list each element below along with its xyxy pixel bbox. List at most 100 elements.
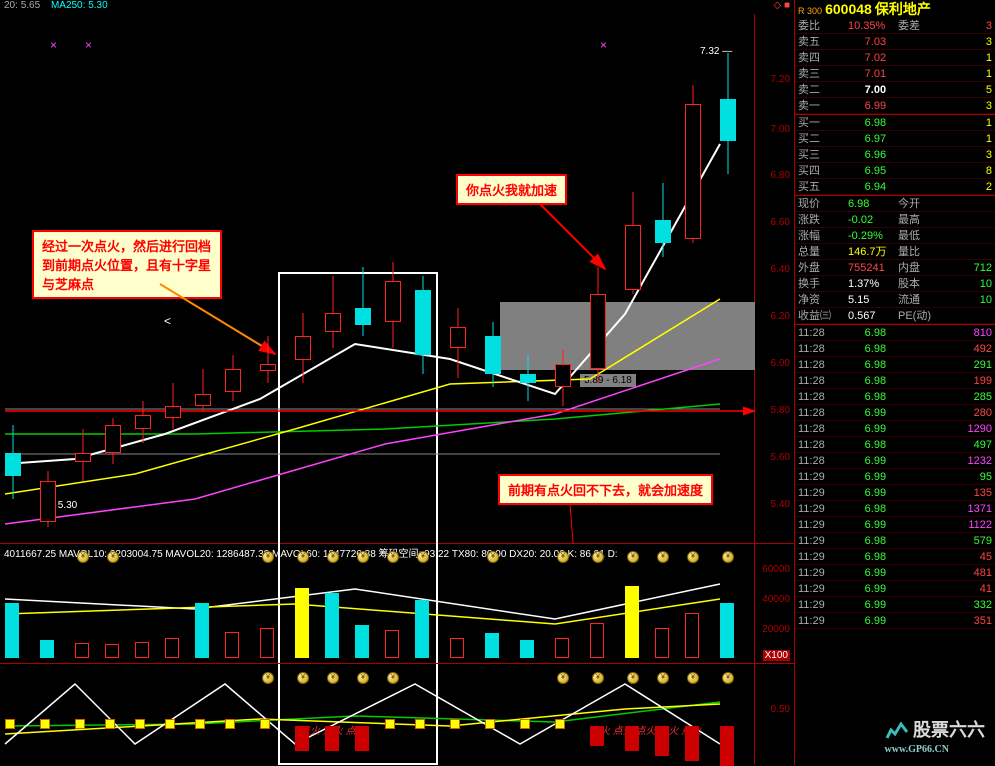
volume-bar[interactable] xyxy=(75,643,89,658)
volume-bar[interactable] xyxy=(40,640,54,658)
volume-bar[interactable] xyxy=(295,588,309,658)
indicator-chart[interactable]: 0.50 点火 点火 点火 点火 点火 点火 点火 点火 ¥¥¥¥¥¥¥¥¥¥¥ xyxy=(0,664,794,764)
coin-icon: ¥ xyxy=(487,551,499,563)
volume-bar[interactable] xyxy=(485,633,499,658)
volume-bar[interactable] xyxy=(520,640,534,658)
candle[interactable] xyxy=(415,276,431,374)
indicator-marker xyxy=(415,719,425,729)
indicator-bar[interactable] xyxy=(655,726,669,756)
candle[interactable] xyxy=(5,425,21,499)
volume-bar[interactable] xyxy=(325,593,339,658)
candle[interactable] xyxy=(625,192,641,294)
indicator-bar[interactable] xyxy=(685,726,699,761)
candle[interactable] xyxy=(520,355,536,402)
quote-row: 总量146.7万量比 xyxy=(795,244,995,260)
volume-bar[interactable] xyxy=(355,625,369,658)
tick-row[interactable]: 11:286.99280 xyxy=(795,405,995,421)
ask-row[interactable]: 卖一6.993 xyxy=(795,98,995,114)
tick-row[interactable]: 11:296.981371 xyxy=(795,501,995,517)
coin-icon: ¥ xyxy=(357,551,369,563)
volume-bar[interactable] xyxy=(165,638,179,658)
tick-row[interactable]: 11:286.98497 xyxy=(795,437,995,453)
magenta-x-3: × xyxy=(600,38,607,52)
ma20-val: 5.65 xyxy=(21,0,40,11)
candle[interactable] xyxy=(75,429,91,480)
candle[interactable] xyxy=(590,267,606,383)
indicator-marker xyxy=(520,719,530,729)
candle[interactable] xyxy=(655,183,671,257)
tick-row[interactable]: 11:296.99481 xyxy=(795,565,995,581)
candle[interactable] xyxy=(105,418,121,465)
volume-bar[interactable] xyxy=(555,638,569,658)
candle[interactable] xyxy=(325,276,341,348)
bid-row[interactable]: 买二6.971 xyxy=(795,131,995,147)
coin-icon: ¥ xyxy=(557,672,569,684)
volume-bar[interactable] xyxy=(685,613,699,658)
indicator-bar[interactable] xyxy=(325,726,339,751)
candle[interactable] xyxy=(40,471,56,527)
ask-row[interactable]: 卖四7.021 xyxy=(795,50,995,66)
volume-bar[interactable] xyxy=(195,603,209,658)
indicator-bar[interactable] xyxy=(625,726,639,751)
volume-bar[interactable] xyxy=(415,600,429,658)
ask-row[interactable]: 卖二7.005 xyxy=(795,82,995,98)
tick-row[interactable]: 11:296.9845 xyxy=(795,549,995,565)
tick-row[interactable]: 11:296.98579 xyxy=(795,533,995,549)
tick-row[interactable]: 11:296.9995 xyxy=(795,469,995,485)
volume-bar[interactable] xyxy=(590,623,604,658)
tick-row[interactable]: 11:296.99135 xyxy=(795,485,995,501)
tick-row[interactable]: 11:286.98492 xyxy=(795,341,995,357)
volume-bar[interactable] xyxy=(385,630,399,658)
tick-row[interactable]: 11:286.98199 xyxy=(795,373,995,389)
volume-bar[interactable] xyxy=(135,642,149,658)
indicator-bar[interactable] xyxy=(355,726,369,751)
candle[interactable] xyxy=(485,322,501,387)
candle[interactable] xyxy=(225,355,241,402)
tick-row[interactable]: 11:286.991290 xyxy=(795,421,995,437)
tick-row[interactable]: 11:286.98291 xyxy=(795,357,995,373)
annotation-1: 经过一次点火，然后进行回档到前期点火位置，且有十字星与芝麻点 xyxy=(32,230,222,299)
volume-bar[interactable] xyxy=(655,628,669,658)
ask-row[interactable]: 卖三7.011 xyxy=(795,66,995,82)
candle[interactable] xyxy=(385,262,401,348)
tick-row[interactable]: 11:296.99351 xyxy=(795,613,995,629)
candle[interactable] xyxy=(295,313,311,383)
volume-bar[interactable] xyxy=(450,638,464,658)
candle[interactable] xyxy=(195,369,211,411)
indicator-bar[interactable] xyxy=(720,726,734,766)
volume-bar[interactable] xyxy=(105,644,119,658)
volume-bar[interactable] xyxy=(260,628,274,658)
tick-row[interactable]: 11:286.991232 xyxy=(795,453,995,469)
tick-row[interactable]: 11:286.98285 xyxy=(795,389,995,405)
tick-row[interactable]: 11:286.98810 xyxy=(795,325,995,341)
tick-row[interactable]: 11:296.9941 xyxy=(795,581,995,597)
candle[interactable] xyxy=(355,267,371,337)
indicator-bar[interactable] xyxy=(590,726,604,746)
coin-icon: ¥ xyxy=(297,551,309,563)
coin-icon: ¥ xyxy=(627,672,639,684)
volume-bar[interactable] xyxy=(720,603,734,658)
coin-icon: ¥ xyxy=(387,551,399,563)
tick-row[interactable]: 11:296.991122 xyxy=(795,517,995,533)
bid-row[interactable]: 买三6.963 xyxy=(795,147,995,163)
candle[interactable] xyxy=(685,85,701,243)
volume-bar[interactable] xyxy=(625,586,639,658)
indicator-bar[interactable] xyxy=(295,726,309,751)
stock-title[interactable]: R 300 600048 保利地产 xyxy=(795,0,995,18)
candle[interactable] xyxy=(555,350,571,406)
bid-row[interactable]: 买四6.958 xyxy=(795,163,995,179)
candle[interactable] xyxy=(165,383,181,430)
candle[interactable] xyxy=(260,336,276,383)
candle[interactable] xyxy=(450,308,466,378)
volume-bar[interactable] xyxy=(225,632,239,658)
tick-row[interactable]: 11:296.99332 xyxy=(795,597,995,613)
ask-row[interactable]: 卖五7.033 xyxy=(795,34,995,50)
candle[interactable] xyxy=(135,401,151,443)
volume-bar[interactable] xyxy=(5,603,19,658)
bid-row[interactable]: 买一6.981 xyxy=(795,115,995,131)
candlestick-chart[interactable]: 7.207.006.806.606.406.206.005.805.605.40… xyxy=(0,14,794,544)
volume-chart[interactable]: 4011667.25 MAVOL10: 3203004.75 MAVOL20: … xyxy=(0,544,794,664)
candle[interactable] xyxy=(720,53,736,174)
committee-row: 委比 10.35% 委差 3 xyxy=(795,18,995,34)
bid-row[interactable]: 买五6.942 xyxy=(795,179,995,195)
